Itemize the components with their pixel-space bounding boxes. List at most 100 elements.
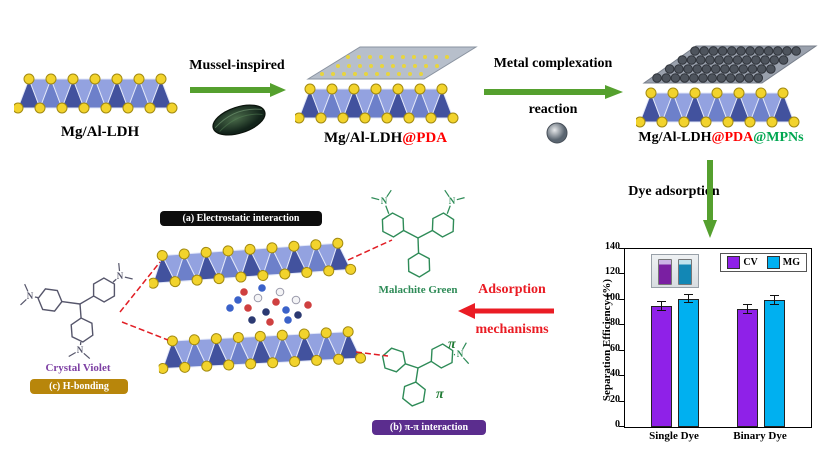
octahedra-sheet (162, 330, 362, 370)
hydroxide-spheres (14, 73, 178, 114)
error-bar (661, 302, 662, 311)
nitrogen-label: N (381, 196, 388, 206)
ldh-band-graphic (636, 87, 800, 128)
y-tick-label: 140 (605, 241, 620, 252)
mpn-spheres (652, 46, 801, 83)
reaction-arrow-2 (484, 85, 623, 99)
structure1-label: Mg/Al-LDH (60, 124, 140, 140)
y-tick-label: 0 (615, 419, 620, 430)
y-tick-label: 120 (605, 266, 620, 278)
malachite-green-label: Malachite Green (378, 284, 458, 296)
hydroxide-spheres (157, 326, 367, 374)
error-cap (770, 303, 779, 305)
nitrogen-label: N (117, 271, 124, 281)
ldh-layer-top (147, 233, 365, 294)
legend-label: CV (743, 257, 758, 268)
y-tick-label: 80 (610, 317, 620, 329)
error-cap (743, 312, 752, 314)
nitrogen-label: N (457, 349, 464, 359)
octahedra-sheet (298, 87, 454, 120)
chart-plot-area: CV MG (624, 248, 812, 428)
badge-h-bonding: (c) H-bonding (30, 379, 128, 394)
structure3-label-mpns: @MPNs (753, 130, 804, 145)
structure2-label-pda: @PDA (402, 130, 448, 146)
error-bar (747, 304, 748, 313)
error-bar (774, 296, 775, 304)
bar-CV-single-dye (651, 306, 672, 427)
bar-MG-single-dye (678, 298, 699, 427)
error-bar (688, 294, 689, 303)
pi-symbol: π (436, 387, 444, 402)
intercalated-species (226, 284, 312, 326)
legend-item-CV: CV (727, 256, 758, 269)
pi-symbol: π (448, 337, 456, 352)
dye-molecule-graphic: Nπ π (381, 337, 470, 407)
x-category-label: Binary Dye (733, 430, 787, 442)
y-tick-label: 60 (610, 342, 620, 354)
separation-efficiency-chart: Separation Efficiency (%) CV MG 0 20 40 60 80… (588, 241, 820, 460)
legend-swatch (766, 256, 780, 269)
arrow2-label-line2: reaction (528, 102, 578, 117)
dye-molecule-graphic: N N N (20, 263, 133, 360)
mpn-sphere-icon (546, 122, 568, 144)
pda-dots (320, 55, 449, 76)
cuvette-mg (678, 259, 692, 285)
arrow2-label-line1: Metal complexation (493, 56, 613, 71)
ldh-structure-2 (295, 80, 475, 128)
x-category-label: Single Dye (649, 430, 699, 442)
adsorption-mechanisms-line1: Adsorption (478, 282, 546, 297)
y-tick-mark (619, 400, 624, 402)
ldh-structure-1 (14, 70, 186, 118)
dye-adsorption-arrow (703, 160, 717, 238)
legend-label: MG (782, 257, 800, 268)
legend-swatch (727, 256, 741, 269)
structure2-label: Mg/Al-LDH@PDA (288, 130, 483, 147)
cuvette-photo-inset (651, 254, 699, 288)
bar-MG-binary-dye (764, 299, 785, 427)
adsorption-mechanisms-line2: mechanisms (475, 322, 549, 337)
badge-electrostatic: (a) Electrostatic interaction (160, 211, 322, 226)
chart-legend: CV MG (720, 253, 807, 272)
ldh-band-graphic (147, 237, 357, 289)
y-tick-label: 100 (605, 291, 620, 303)
reaction-arrow-1 (190, 83, 286, 97)
y-tick-mark (619, 324, 624, 326)
crystal-violet-molecule: N N N (18, 262, 138, 362)
badge-pi-pi: (b) π-π interaction (372, 420, 486, 435)
y-tick-label: 20 (610, 393, 620, 405)
hydroxide-spheres (295, 83, 459, 124)
octahedra-sheet (639, 91, 795, 124)
cuvette-cv (658, 259, 672, 285)
structure3-label: Mg/Al-LDH@PDA@MPNs (618, 130, 824, 146)
ldh-structure-3 (636, 84, 812, 132)
ldh-band-graphic (14, 73, 178, 114)
pda-layer (298, 44, 478, 82)
nitrogen-label: N (27, 291, 34, 301)
ldh-band-graphic (295, 83, 459, 124)
octahedra-sheet (17, 77, 173, 110)
structure3-label-pda: @PDA (711, 130, 754, 145)
error-cap (743, 303, 752, 305)
legend-item-MG: MG (766, 256, 800, 269)
y-tick-mark (619, 298, 624, 300)
error-cap (684, 302, 693, 304)
mussel-icon (212, 104, 266, 136)
octahedra-sheet (152, 241, 352, 284)
hydroxide-spheres (636, 87, 800, 128)
arrow1-label: Mussel-inspired (189, 58, 285, 73)
structure2-label-base: Mg/Al-LDH (323, 130, 403, 146)
error-cap (657, 301, 666, 303)
structure3-label-base: Mg/Al-LDH (638, 130, 712, 145)
crystal-violet-label: Crystal Violet (45, 362, 111, 374)
pda-sheet-graphic (306, 46, 478, 80)
y-tick-mark (619, 349, 624, 351)
nitrogen-label: N (77, 345, 84, 355)
adsorption-mechanisms-arrow (458, 303, 554, 319)
nitrogen-label: N (449, 196, 456, 206)
dye-adsorption-label: Dye adsorption (628, 184, 720, 199)
mpn-sheet-graphic (642, 45, 818, 84)
ldh-band-graphic (157, 326, 367, 374)
